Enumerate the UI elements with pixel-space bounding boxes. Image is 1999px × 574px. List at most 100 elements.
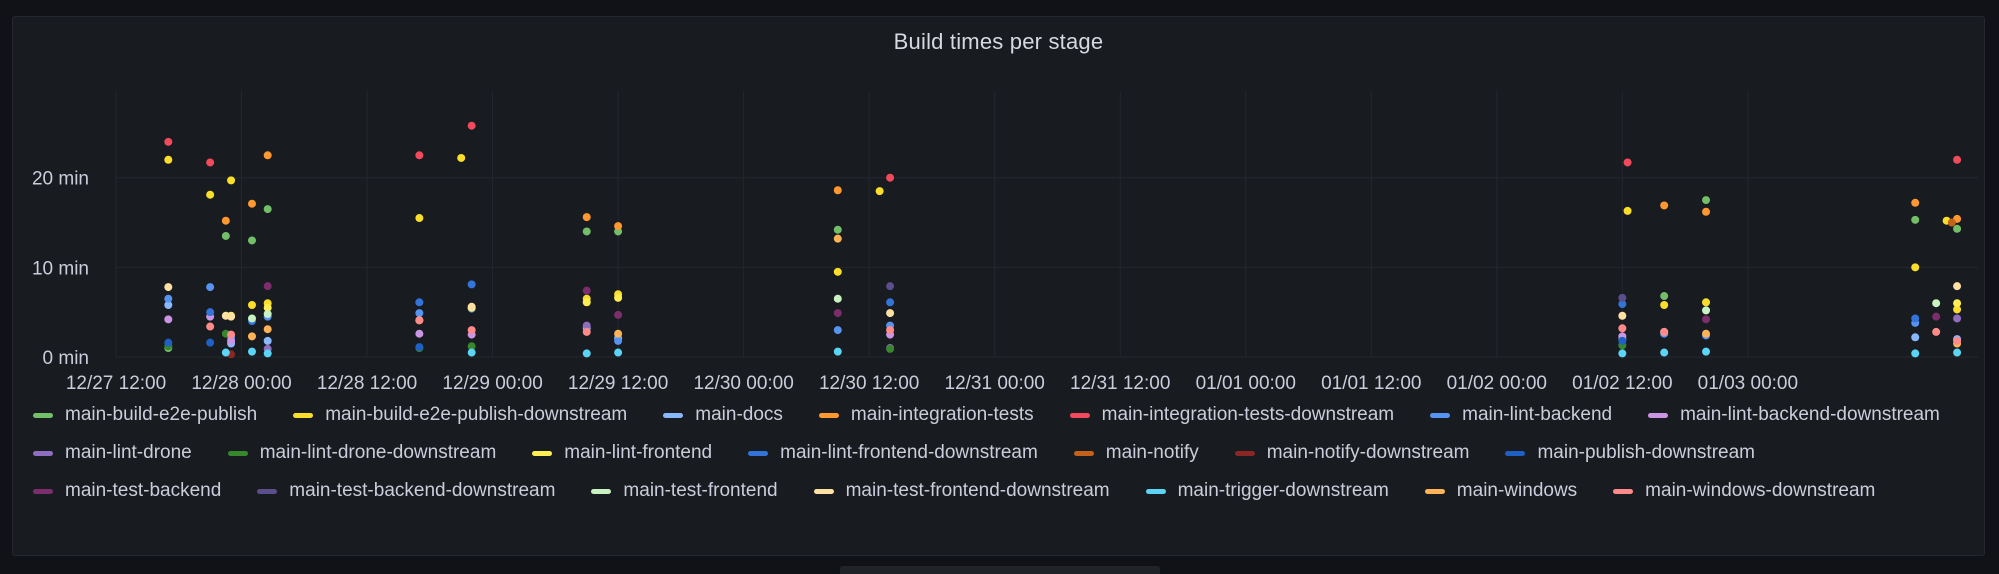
data-point — [614, 348, 623, 357]
legend-label: main-lint-frontend-downstream — [780, 442, 1038, 463]
legend-item[interactable]: main-docs — [663, 401, 783, 429]
x-tick-label: 01/01 00:00 — [1196, 373, 1296, 394]
legend-item[interactable]: main-windows-downstream — [1613, 477, 1875, 505]
data-point — [833, 186, 842, 195]
data-point — [263, 336, 272, 345]
legend-swatch — [1505, 450, 1526, 456]
data-point — [886, 298, 895, 307]
legend-item[interactable]: main-notify-downstream — [1234, 439, 1470, 467]
legend-label: main-notify-downstream — [1266, 442, 1470, 463]
data-point — [1660, 201, 1669, 210]
legend-label: main-test-frontend — [623, 480, 778, 501]
data-point — [467, 302, 476, 311]
data-point — [582, 213, 591, 222]
data-point — [1953, 305, 1962, 314]
legend-label: main-notify — [1105, 442, 1199, 463]
data-point — [1953, 282, 1962, 291]
legend-label: main-build-e2e-publish-downstream — [325, 404, 628, 425]
data-point — [415, 309, 424, 318]
chart-legend: main-build-e2e-publish main-build-e2e-pub… — [33, 401, 1973, 505]
data-point — [1953, 314, 1962, 323]
legend-label: main-trigger-downstream — [1177, 480, 1389, 501]
data-point — [582, 227, 591, 236]
data-point — [833, 267, 842, 276]
data-point — [614, 329, 623, 338]
legend-label: main-lint-drone-downstream — [259, 442, 497, 463]
legend-item[interactable]: main-lint-backend — [1430, 401, 1612, 429]
data-point — [875, 187, 884, 196]
data-point — [833, 294, 842, 303]
y-tick-label: 20 min — [32, 169, 89, 190]
legend-label: main-lint-frontend — [564, 442, 713, 463]
legend-item[interactable]: main-windows — [1424, 477, 1578, 505]
x-tick-label: 12/29 00:00 — [442, 373, 542, 394]
data-point — [833, 225, 842, 234]
data-point — [206, 190, 215, 199]
legend-label: main-integration-tests-downstream — [1101, 404, 1395, 425]
data-point — [614, 222, 623, 231]
scatter-chart[interactable]: 12/27 12:00 12/28 00:00 12/28 12:00 12/29 0… — [13, 17, 1986, 397]
data-point — [263, 349, 272, 358]
x-tick-label: 12/30 00:00 — [693, 373, 793, 394]
legend-label: main-windows — [1456, 480, 1578, 501]
data-point — [1911, 333, 1920, 342]
data-point — [1660, 348, 1669, 357]
scroll-handle[interactable] — [840, 566, 1160, 574]
legend-item[interactable]: main-build-e2e-publish — [33, 401, 257, 429]
data-point — [415, 214, 424, 223]
legend-swatch — [591, 488, 612, 494]
data-point — [833, 326, 842, 335]
legend-item[interactable]: main-build-e2e-publish-downstream — [293, 401, 627, 429]
legend-item[interactable]: main-publish-downstream — [1505, 439, 1755, 467]
legend-item[interactable]: main-lint-backend-downstream — [1648, 401, 1940, 429]
data-point — [1618, 311, 1627, 320]
data-point — [1618, 293, 1627, 302]
data-point — [1911, 349, 1920, 358]
legend-label: main-windows-downstream — [1645, 480, 1876, 501]
legend-swatch — [257, 488, 278, 494]
data-point — [227, 176, 236, 185]
legend-item[interactable]: main-test-backend — [33, 477, 221, 505]
data-point — [247, 301, 256, 309]
x-tick-label: 01/02 00:00 — [1447, 373, 1547, 394]
data-point — [227, 336, 236, 345]
legend-swatch — [1145, 488, 1166, 494]
data-point — [1911, 198, 1920, 207]
data-point — [1932, 327, 1941, 336]
legend-item[interactable]: main-integration-tests — [818, 401, 1034, 429]
data-point — [1618, 324, 1627, 333]
legend-swatch — [1430, 412, 1451, 418]
legend-item[interactable]: main-notify — [1073, 439, 1199, 467]
legend-item[interactable]: main-integration-tests-downstream — [1069, 401, 1395, 429]
legend-item[interactable]: main-lint-frontend-downstream — [748, 439, 1038, 467]
legend-label: main-docs — [695, 404, 783, 425]
legend-item[interactable]: main-lint-drone — [33, 439, 192, 467]
data-point — [164, 294, 173, 303]
legend-swatch — [1234, 450, 1255, 456]
data-point — [1660, 327, 1669, 336]
x-tick-label: 12/27 12:00 — [66, 373, 166, 394]
legend-item[interactable]: main-lint-frontend — [532, 439, 712, 467]
data-point — [1953, 348, 1962, 357]
data-point — [614, 310, 623, 319]
data-point — [1618, 300, 1627, 309]
legend-item[interactable]: main-test-frontend — [591, 477, 778, 505]
data-point — [263, 303, 272, 312]
legend-item[interactable]: main-trigger-downstream — [1145, 477, 1389, 505]
data-point — [614, 336, 623, 345]
data-point — [1660, 301, 1669, 309]
legend-swatch — [227, 450, 248, 456]
data-point — [1702, 315, 1711, 324]
data-point — [1702, 329, 1711, 338]
chart-panel: Build times per stage 12/27 12:00 12/28 0… — [12, 16, 1985, 556]
legend-item[interactable]: main-test-backend-downstream — [257, 477, 555, 505]
data-point — [1911, 215, 1920, 224]
data-point — [886, 344, 895, 353]
legend-label: main-publish-downstream — [1537, 442, 1756, 463]
legend-item[interactable]: main-test-frontend-downstream — [813, 477, 1110, 505]
legend-item[interactable]: main-lint-drone-downstream — [227, 439, 497, 467]
data-point — [1702, 298, 1711, 307]
y-tick-label: 0 min — [43, 348, 89, 369]
data-point — [206, 283, 215, 292]
legend-label: main-lint-backend — [1462, 404, 1613, 425]
